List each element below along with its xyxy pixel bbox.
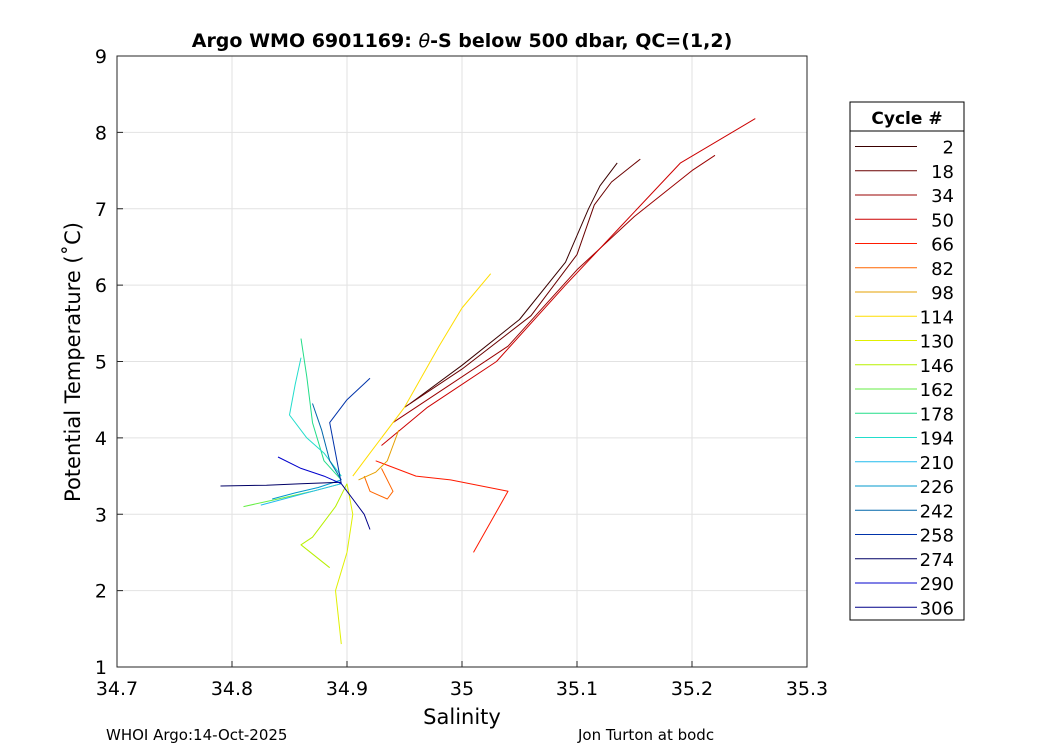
y-tick-label: 2 <box>95 581 107 603</box>
series-line-cycle-34 <box>392 154 716 424</box>
x-tick-label: 35 <box>450 678 474 700</box>
chart-title: Argo WMO 6901169: θ-S below 500 dbar, QC… <box>192 30 733 52</box>
y-tick-label: 3 <box>95 504 107 526</box>
legend-label-cycle-82: 82 <box>931 259 954 280</box>
x-axis-label: Salinity <box>423 705 501 729</box>
y-axis-label: Potential Temperature (˚C) <box>61 222 85 502</box>
legend-label-cycle-114: 114 <box>920 307 954 328</box>
series-line-cycle-274 <box>220 481 342 487</box>
footer-source: WHOI Argo:14-Oct-2025 <box>106 726 288 744</box>
y-tick-label: 9 <box>95 46 107 68</box>
series-line-cycle-210 <box>260 483 342 506</box>
series-line-cycle-98 <box>358 430 400 481</box>
legend-label-cycle-210: 210 <box>920 453 954 474</box>
footer-credit: Jon Turton at bodc <box>578 726 715 744</box>
legend-label-cycle-242: 242 <box>920 501 954 522</box>
series-line-cycle-130 <box>335 483 354 645</box>
series-line-cycle-146 <box>300 483 348 569</box>
y-tick-label: 4 <box>95 428 107 450</box>
legend-label-cycle-194: 194 <box>920 429 954 450</box>
legend-label-cycle-130: 130 <box>920 332 954 353</box>
series-line-cycle-66 <box>375 460 509 553</box>
legend-label-cycle-66: 66 <box>931 235 954 256</box>
legend-label-cycle-34: 34 <box>931 186 954 207</box>
legend: Cycle # 21834506682981141301461621781942… <box>849 101 965 621</box>
legend-label-cycle-2: 2 <box>943 138 954 159</box>
legend-label-cycle-162: 162 <box>920 380 954 401</box>
x-tick-label: 34.8 <box>211 678 253 700</box>
series-line-cycle-178 <box>300 338 342 481</box>
legend-label-cycle-258: 258 <box>920 526 954 547</box>
legend-box <box>849 101 965 621</box>
x-tick-label: 35.2 <box>671 678 713 700</box>
y-tick-label: 8 <box>95 122 107 144</box>
series-line-cycle-2 <box>409 162 618 404</box>
series-line-cycle-18 <box>404 158 641 408</box>
series-line-cycle-114 <box>352 273 492 477</box>
series-line-cycle-82 <box>363 468 394 500</box>
y-tick-label: 5 <box>95 352 107 374</box>
series-line-cycle-258 <box>329 377 371 484</box>
legend-label-cycle-50: 50 <box>931 210 954 231</box>
series-layer <box>220 118 756 645</box>
series-line-cycle-50 <box>381 118 756 446</box>
legend-label-cycle-146: 146 <box>920 356 954 377</box>
x-tick-label: 34.9 <box>326 678 368 700</box>
x-tick-label: 34.7 <box>96 678 138 700</box>
legend-label-cycle-274: 274 <box>920 550 954 571</box>
axis-ticks: 34.7 34.8 34.9 35 35.1 35.2 35.3 1 2 3 4 5 6 7 8 9 <box>95 46 828 700</box>
legend-label-cycle-290: 290 <box>920 574 954 595</box>
legend-entries: 2 18 34 50 66 82 98 114 130 146 162 178 194 210 226 242… <box>855 138 954 619</box>
x-tick-label: 35.1 <box>556 678 598 700</box>
series-line-cycle-226 <box>272 479 342 500</box>
y-tick-label: 1 <box>95 657 107 679</box>
legend-label-cycle-98: 98 <box>931 283 954 304</box>
legend-label-cycle-178: 178 <box>920 404 954 425</box>
y-tick-label: 6 <box>95 275 107 297</box>
series-line-cycle-242 <box>312 403 342 481</box>
legend-title: Cycle # <box>871 109 942 129</box>
series-line-cycle-306 <box>340 483 371 530</box>
legend-label-cycle-226: 226 <box>920 477 954 498</box>
legend-label-cycle-306: 306 <box>920 598 954 619</box>
x-tick-label: 35.3 <box>786 678 828 700</box>
y-tick-label: 7 <box>95 199 107 221</box>
series-line-cycle-194 <box>289 357 342 477</box>
legend-label-cycle-18: 18 <box>931 162 954 183</box>
series-line-cycle-290 <box>277 456 342 485</box>
